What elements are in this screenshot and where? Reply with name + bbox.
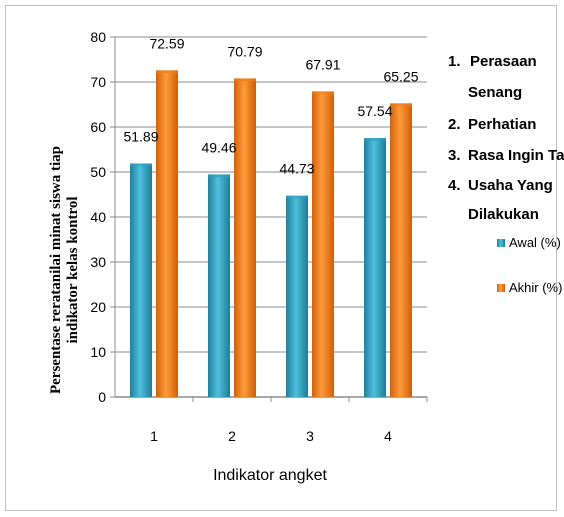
- bar-akhir-2: [234, 78, 256, 397]
- bar-cap: [364, 138, 386, 142]
- note-2-line1: Perhatian: [468, 116, 536, 133]
- bar-akhir-1: [156, 70, 178, 397]
- bar-cap: [208, 174, 230, 178]
- x-tick-label: 2: [228, 428, 236, 444]
- x-axis-title: Indikator angket: [213, 467, 327, 484]
- bar-cap: [130, 163, 152, 167]
- data-label: 57.54: [357, 103, 392, 119]
- chart-frame: [5, 5, 557, 511]
- y-axis-title-line2: indikator kelas kontrol: [65, 197, 81, 344]
- bar-cap: [234, 78, 256, 82]
- data-label: 65.25: [383, 68, 418, 84]
- bar-cap: [156, 70, 178, 74]
- note-1-number: 1.: [448, 53, 461, 70]
- data-label: 51.89: [123, 128, 158, 144]
- y-tick-label: 70: [90, 74, 106, 90]
- note-4-line1: Usaha Yang: [468, 177, 553, 194]
- legend-label-akhir: Akhir (%): [509, 280, 562, 295]
- y-tick-label: 40: [90, 209, 106, 225]
- y-tick-label: 50: [90, 164, 106, 180]
- note-3-line1: Rasa Ingin Tahu: [468, 147, 564, 164]
- data-label: 70.79: [227, 43, 262, 59]
- bar-akhir-3: [312, 91, 334, 397]
- bar-cap: [286, 195, 308, 199]
- legend: Awal (%) Akhir (%): [497, 235, 562, 295]
- y-tick-label: 10: [90, 344, 106, 360]
- bar-awal-2: [208, 174, 230, 397]
- note-4-number: 4.: [448, 177, 461, 194]
- bar-cap: [390, 103, 412, 107]
- legend-swatch-akhir: [497, 284, 505, 292]
- note-3-number: 3.: [448, 147, 461, 164]
- y-tick-label: 60: [90, 119, 106, 135]
- data-label: 67.91: [305, 56, 340, 72]
- bar-awal-3: [286, 195, 308, 397]
- note-4-line2: Dilakukan: [468, 206, 539, 223]
- data-label: 72.59: [149, 35, 184, 51]
- bar-akhir-4: [390, 103, 412, 397]
- y-tick-label: 80: [90, 29, 106, 45]
- y-tick-label: 30: [90, 254, 106, 270]
- note-1-line1: Perasaan: [470, 53, 537, 70]
- data-label: 44.73: [279, 161, 314, 177]
- x-tick-label: 3: [306, 428, 314, 444]
- bar-cap: [312, 91, 334, 95]
- legend-label-awal: Awal (%): [509, 235, 561, 250]
- y-tick-label: 20: [90, 299, 106, 315]
- y-axis-title-line1: Persentase reratanilai minat siswa tiap: [48, 146, 64, 394]
- x-tick-label: 4: [384, 428, 392, 444]
- legend-swatch-awal: [497, 239, 505, 247]
- x-tick-label: 1: [150, 428, 158, 444]
- data-label: 49.46: [201, 139, 236, 155]
- note-1-line2: Senang: [468, 84, 522, 101]
- note-2-number: 2.: [448, 116, 461, 133]
- indicator-notes: 1. Perasaan Senang 2. Perhatian 3. Rasa …: [448, 53, 564, 223]
- bar-awal-1: [130, 163, 152, 397]
- bar-awal-4: [364, 138, 386, 397]
- y-tick-label: 0: [98, 389, 106, 405]
